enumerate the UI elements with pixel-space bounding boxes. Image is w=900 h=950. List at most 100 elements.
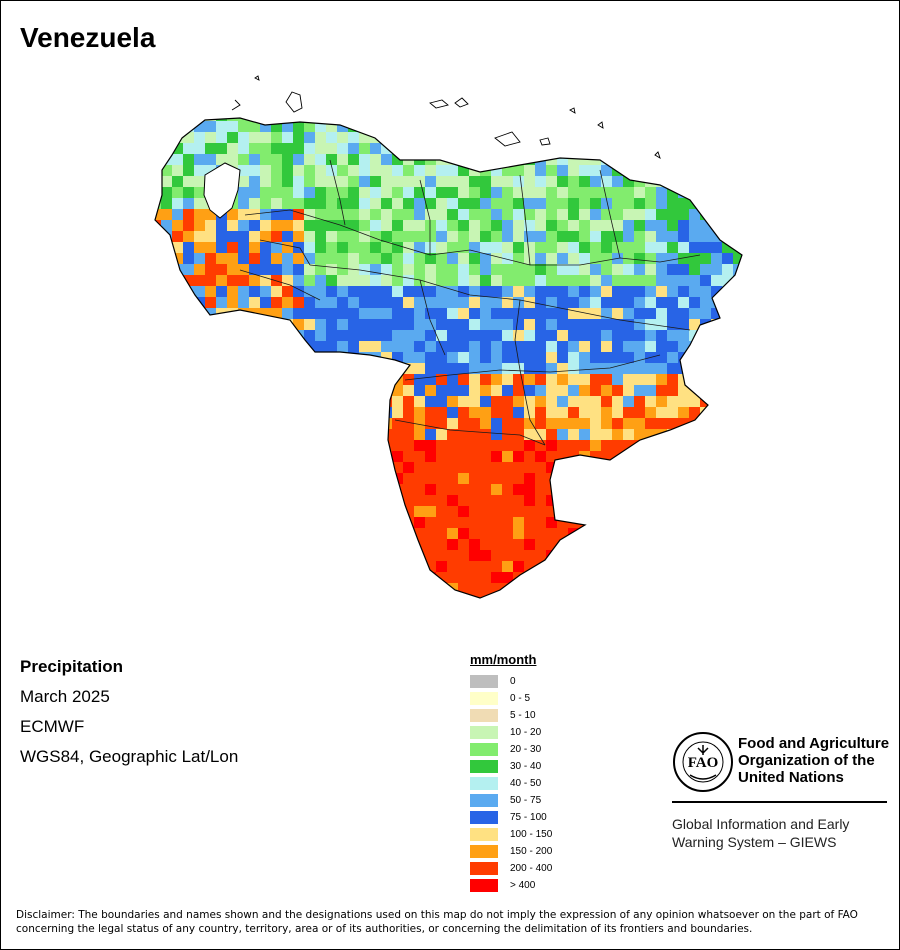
- grid-cell: [502, 528, 514, 540]
- grid-cell: [447, 572, 459, 584]
- grid-cell: [293, 88, 305, 100]
- grid-cell: [370, 385, 382, 397]
- grid-cell: [590, 473, 602, 485]
- grid-cell: [711, 352, 723, 364]
- grid-cell: [172, 528, 184, 540]
- grid-cell: [392, 451, 404, 463]
- grid-cell: [612, 429, 624, 441]
- grid-cell: [689, 118, 701, 122]
- grid-cell: [700, 594, 712, 598]
- grid-cell: [249, 209, 261, 221]
- grid-cell: [458, 495, 470, 507]
- grid-cell: [155, 528, 162, 540]
- grid-cell: [568, 539, 580, 551]
- grid-cell: [260, 517, 272, 529]
- legend-label: 20 - 30: [510, 744, 542, 755]
- grid-cell: [370, 572, 382, 584]
- period-label: March 2025: [20, 687, 110, 706]
- grid-cell: [293, 495, 305, 507]
- grid-cell: [348, 209, 360, 221]
- grid-cell: [689, 154, 701, 166]
- grid-cell: [744, 363, 756, 375]
- grid-cell: [194, 363, 206, 375]
- grid-cell: [480, 396, 492, 408]
- grid-cell: [458, 264, 470, 276]
- grid-cell: [183, 341, 195, 353]
- grid-cell: [282, 517, 294, 529]
- grid-cell: [238, 341, 250, 353]
- grid-cell: [744, 154, 756, 166]
- grid-cell: [436, 242, 448, 254]
- grid-cell: [678, 462, 690, 474]
- grid-cell: [700, 374, 712, 386]
- grid-cell: [568, 418, 580, 430]
- grid-cell: [370, 209, 382, 221]
- grid-cell: [337, 99, 349, 111]
- grid-cell: [678, 517, 690, 529]
- legend-swatch: [470, 675, 498, 688]
- grid-cell: [370, 330, 382, 342]
- grid-cell: [469, 187, 481, 199]
- grid-cell: [656, 374, 668, 386]
- grid-cell: [249, 165, 261, 177]
- grid-cell: [205, 396, 217, 408]
- grid-cell: [381, 176, 393, 188]
- grid-cell: [502, 550, 514, 562]
- grid-cell: [513, 220, 525, 232]
- grid-cell: [161, 495, 173, 507]
- grid-cell: [359, 308, 371, 320]
- grid-cell: [722, 528, 734, 540]
- grid-cell: [414, 231, 426, 243]
- grid-cell: [645, 396, 657, 408]
- grid-cell: [524, 264, 536, 276]
- grid-cell: [656, 286, 668, 298]
- grid-cell: [645, 550, 657, 562]
- grid-cell: [447, 198, 459, 210]
- grid-cell: [667, 363, 679, 375]
- grid-cell: [304, 231, 316, 243]
- grid-cell: [359, 429, 371, 441]
- grid-cell: [414, 264, 426, 276]
- grid-cell: [645, 118, 657, 122]
- grid-cell: [161, 418, 173, 430]
- grid-cell: [744, 484, 756, 496]
- grid-cell: [447, 385, 459, 397]
- grid-cell: [227, 440, 239, 452]
- grid-cell: [568, 264, 580, 276]
- grid-cell: [601, 352, 613, 364]
- grid-cell: [689, 143, 701, 155]
- grid-cell: [590, 396, 602, 408]
- grid-cell: [304, 165, 316, 177]
- grid-cell: [392, 330, 404, 342]
- grid-cell: [700, 308, 712, 320]
- grid-cell: [271, 132, 283, 144]
- grid-cell: [700, 118, 712, 122]
- grid-cell: [601, 506, 613, 518]
- grid-cell: [469, 550, 481, 562]
- grid-cell: [568, 484, 580, 496]
- grid-cell: [491, 473, 503, 485]
- grid-cell: [601, 209, 613, 221]
- grid-cell: [568, 275, 580, 287]
- grid-cell: [612, 330, 624, 342]
- grid-cell: [293, 187, 305, 199]
- grid-cell: [700, 165, 712, 177]
- grid-cell: [700, 385, 712, 397]
- grid-cell: [370, 517, 382, 529]
- grid-cell: [667, 176, 679, 188]
- grid-cell: [656, 220, 668, 232]
- grid-cell: [293, 396, 305, 408]
- grid-cell: [381, 187, 393, 199]
- grid-cell: [568, 374, 580, 386]
- grid-cell: [414, 187, 426, 199]
- grid-cell: [733, 506, 742, 518]
- grid-cell: [733, 341, 742, 353]
- grid-cell: [425, 374, 437, 386]
- grid-cell: [293, 440, 305, 452]
- grid-cell: [183, 352, 195, 364]
- grid-cell: [326, 440, 338, 452]
- grid-cell: [304, 429, 316, 441]
- grid-cell: [447, 275, 459, 287]
- grid-cell: [480, 187, 492, 199]
- grid-cell: [447, 352, 459, 364]
